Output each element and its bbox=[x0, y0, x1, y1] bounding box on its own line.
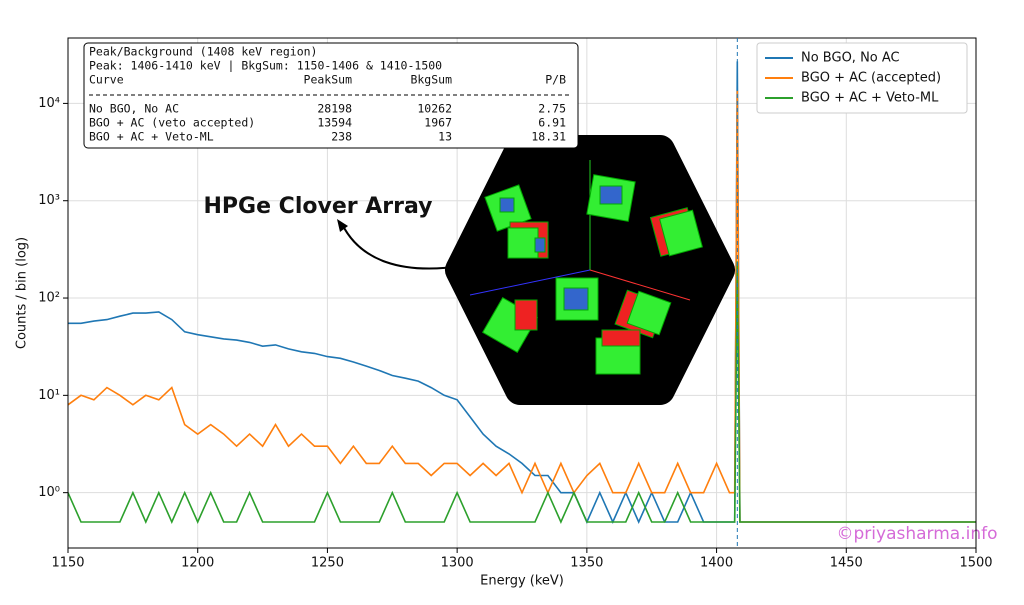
table-cell: 28198 bbox=[317, 102, 352, 116]
x-tick-label: 1500 bbox=[959, 556, 992, 571]
y-tick-label: 10³ bbox=[38, 193, 60, 208]
y-tick-label: 10⁴ bbox=[38, 96, 60, 111]
table-header: P/B bbox=[545, 73, 566, 87]
legend-label: BGO + AC + Veto-ML bbox=[801, 91, 939, 106]
table-cell: No BGO, No AC bbox=[89, 102, 179, 116]
x-tick-label: 1150 bbox=[51, 556, 84, 571]
series-line bbox=[68, 90, 976, 523]
x-tick-label: 1200 bbox=[181, 556, 214, 571]
table-header: Curve bbox=[89, 73, 124, 87]
table-cell: BGO + AC (veto accepted) bbox=[89, 116, 255, 130]
legend-box bbox=[756, 42, 968, 114]
x-tick-label: 1400 bbox=[700, 556, 733, 571]
y-axis-label: Counts / bin (log) bbox=[15, 237, 30, 349]
table-header: PeakSum bbox=[304, 73, 353, 87]
arrow-head bbox=[337, 219, 348, 232]
table-cell: 13594 bbox=[317, 116, 352, 130]
y-tick-label: 10⁰ bbox=[38, 485, 60, 500]
x-tick-label: 1250 bbox=[311, 556, 344, 571]
stats-table: Peak/Background (1408 keV region)Peak: 1… bbox=[83, 42, 579, 149]
annotation-arrow bbox=[341, 223, 463, 270]
legend-label: BGO + AC (accepted) bbox=[801, 71, 941, 86]
table-cell: 10262 bbox=[417, 102, 452, 116]
y-tick-label: 10² bbox=[38, 291, 60, 306]
table-title: Peak/Background (1408 keV region) bbox=[89, 45, 317, 59]
table-cell: 18.31 bbox=[531, 130, 566, 144]
y-tick-label: 10¹ bbox=[38, 388, 60, 403]
table-cell: 1967 bbox=[424, 116, 452, 130]
watermark: ©priyasharma.info bbox=[837, 524, 998, 544]
inset-annotation: HPGe Clover Array bbox=[204, 194, 433, 219]
table-cell: 6.91 bbox=[538, 116, 566, 130]
series-line bbox=[68, 261, 976, 524]
table-cell: BGO + AC + Veto-ML bbox=[89, 130, 214, 144]
table-cell: 2.75 bbox=[538, 102, 566, 116]
legend-label: No BGO, No AC bbox=[801, 51, 900, 66]
table-cell: 13 bbox=[438, 130, 452, 144]
x-tick-label: 1300 bbox=[441, 556, 474, 571]
table-header: BkgSum bbox=[410, 73, 452, 87]
table-cell: 238 bbox=[331, 130, 352, 144]
x-axis-label: Energy (keV) bbox=[480, 574, 564, 589]
detector-inset bbox=[445, 135, 735, 405]
table-subtitle: Peak: 1406-1410 keV | BkgSum: 1150-1406 … bbox=[89, 59, 442, 73]
plot-frame bbox=[67, 37, 977, 549]
x-tick-label: 1350 bbox=[570, 556, 603, 571]
legend: No BGO, No AC BGO + AC (accepted) BGO + AC… bbox=[756, 42, 968, 114]
x-tick-label: 1450 bbox=[830, 556, 863, 571]
